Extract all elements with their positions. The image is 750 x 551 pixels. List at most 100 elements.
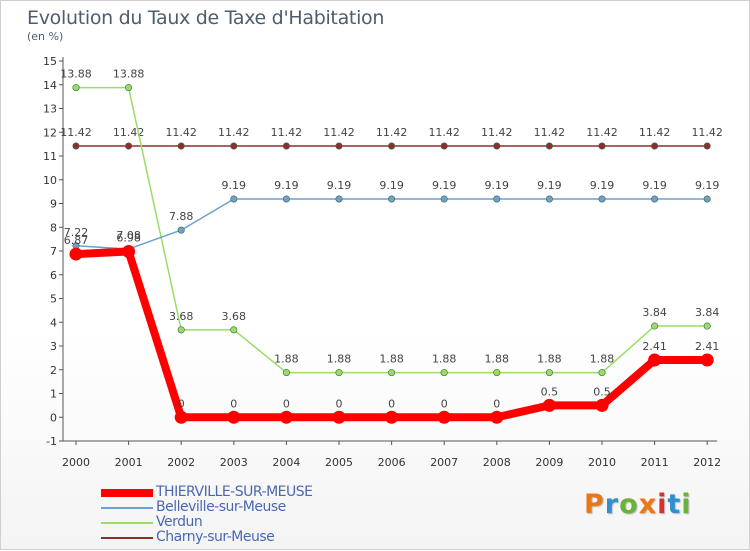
data-point [125,142,133,150]
data-point [651,142,659,150]
logo-letter: i [681,489,692,520]
x-tick-label: 2012 [693,456,721,469]
x-tick-label: 2003 [220,456,248,469]
data-point [651,195,659,203]
data-label: 7.22 [64,226,89,239]
data-point [440,142,448,150]
data-point [595,398,609,412]
data-point [227,410,241,424]
y-tick-label: 11 [43,150,57,163]
data-point [230,195,238,203]
chart-subtitle: (en %) [27,30,64,43]
data-label: 6.98 [116,231,141,244]
data-point [598,142,606,150]
data-label: 11.42 [691,126,723,139]
data-point [490,410,504,424]
data-point [651,322,659,330]
data-label: 0 [336,397,343,410]
data-label: 11.42 [639,126,671,139]
data-point [700,353,714,367]
data-label: 2.41 [695,340,720,353]
data-point [125,84,133,92]
series-line [72,247,712,422]
logo-letter: x [638,489,658,520]
data-point [385,410,399,424]
data-label: 9.19 [642,179,667,192]
x-tick-label: 2005 [325,456,353,469]
logo-letter: t [667,489,682,520]
data-point [177,142,185,150]
y-tick-label: 10 [43,174,57,187]
data-point [282,369,290,377]
x-tick-label: 2004 [272,456,300,469]
data-label: 1.88 [485,353,510,366]
legend-swatch [101,489,153,497]
data-label: 0 [388,397,395,410]
data-label: 0 [493,397,500,410]
x-tick-label: 2011 [641,456,669,469]
data-label: 9.19 [695,179,720,192]
data-label: 0 [283,397,290,410]
y-tick-label: 8 [50,221,57,234]
y-tick-label: 1 [50,388,57,401]
logo-letter: o [619,489,639,520]
series-3: 11.42 11.42 11.42 11.42 11.42 11.42 11.42 11.42… [60,126,723,150]
data-label: 11.42 [271,126,303,139]
y-tick-label: 15 [43,55,57,68]
y-tick-label: 7 [50,245,57,258]
data-point [177,226,185,234]
legend-swatch [101,507,153,509]
legend-label: Charny-sur-Meuse [156,529,275,545]
data-label: 9.19 [432,179,457,192]
data-label: 9.19 [485,179,510,192]
x-tick-label: 2009 [535,456,563,469]
data-label: 1.88 [432,353,457,366]
data-label: 11.42 [376,126,408,139]
y-tick-label: 3 [50,340,57,353]
y-tick-label: 6 [50,269,57,282]
data-label: 0 [178,397,185,410]
data-label: 1.88 [327,353,352,366]
data-point [388,369,396,377]
data-label: 0 [230,397,237,410]
data-point [72,84,80,92]
legend-label: THIERVILLE-SUR-MEUSE [156,484,313,500]
data-label: 3.84 [642,306,667,319]
y-tick-label: 13 [43,103,57,116]
data-point [703,322,711,330]
data-point [177,326,185,334]
data-point [440,369,448,377]
data-label: 11.42 [481,126,513,139]
data-point [335,369,343,377]
data-point [545,195,553,203]
data-label: 11.42 [428,126,460,139]
series-line [75,198,708,250]
data-label: 11.42 [60,126,92,139]
data-point [493,142,501,150]
data-label: 0.5 [593,385,611,398]
data-point [493,195,501,203]
data-point [69,247,83,261]
data-point [282,195,290,203]
data-label: 9.19 [537,179,562,192]
data-label: 6.87 [64,234,89,247]
data-label: 1.88 [590,353,615,366]
legend-swatch [101,537,153,539]
data-point [703,195,711,203]
series-1: 7.22 7.08 7.88 9.19 9.19 9.19 9.19 9.19 9.19 9.19… [64,179,720,253]
x-tick-label: 2006 [378,456,406,469]
series-0: 6.87 6.98 0 0 0 0 0 0 0 0.5 0.5 2.41 2.41 [64,231,720,424]
x-tick-label: 2007 [430,456,458,469]
logo-letter: r [604,489,620,520]
data-label: 11.42 [113,126,145,139]
data-label: 0.5 [541,385,559,398]
data-point [388,142,396,150]
y-tick-label: 14 [43,79,57,92]
y-tick-label: 4 [50,316,57,329]
x-tick-label: 2002 [167,456,195,469]
data-point [230,326,238,334]
y-tick-label: -1 [46,435,57,448]
data-label: 1.88 [274,353,299,366]
